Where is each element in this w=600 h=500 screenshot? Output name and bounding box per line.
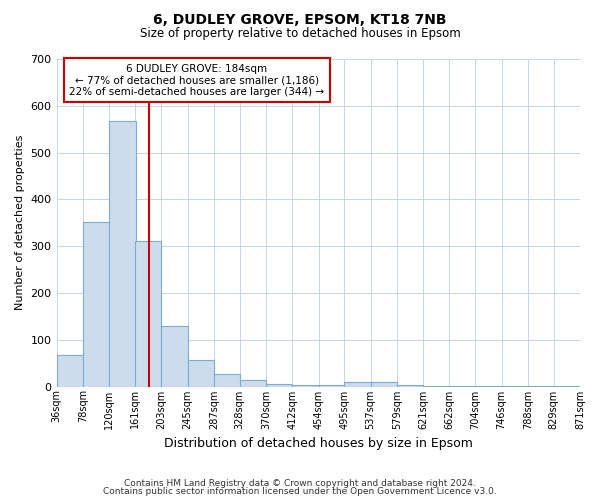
X-axis label: Distribution of detached houses by size in Epsom: Distribution of detached houses by size …	[164, 437, 473, 450]
Text: 6, DUDLEY GROVE, EPSOM, KT18 7NB: 6, DUDLEY GROVE, EPSOM, KT18 7NB	[153, 12, 447, 26]
Bar	[161, 326, 188, 386]
Bar	[135, 240, 161, 386]
Bar	[371, 382, 397, 386]
Text: 6 DUDLEY GROVE: 184sqm
← 77% of detached houses are smaller (1,186)
22% of semi-: 6 DUDLEY GROVE: 184sqm ← 77% of detached…	[70, 64, 325, 97]
Bar	[319, 385, 345, 386]
Text: Contains HM Land Registry data © Crown copyright and database right 2024.: Contains HM Land Registry data © Crown c…	[124, 478, 476, 488]
Bar	[188, 360, 214, 386]
Bar	[109, 121, 136, 386]
Bar	[266, 384, 292, 386]
Bar	[214, 374, 240, 386]
Bar	[83, 222, 109, 386]
Bar	[397, 384, 423, 386]
Bar	[344, 382, 371, 386]
Bar	[56, 354, 83, 386]
Text: Contains public sector information licensed under the Open Government Licence v3: Contains public sector information licen…	[103, 487, 497, 496]
Bar	[239, 380, 266, 386]
Text: Size of property relative to detached houses in Epsom: Size of property relative to detached ho…	[140, 28, 460, 40]
Bar	[292, 384, 319, 386]
Y-axis label: Number of detached properties: Number of detached properties	[15, 135, 25, 310]
